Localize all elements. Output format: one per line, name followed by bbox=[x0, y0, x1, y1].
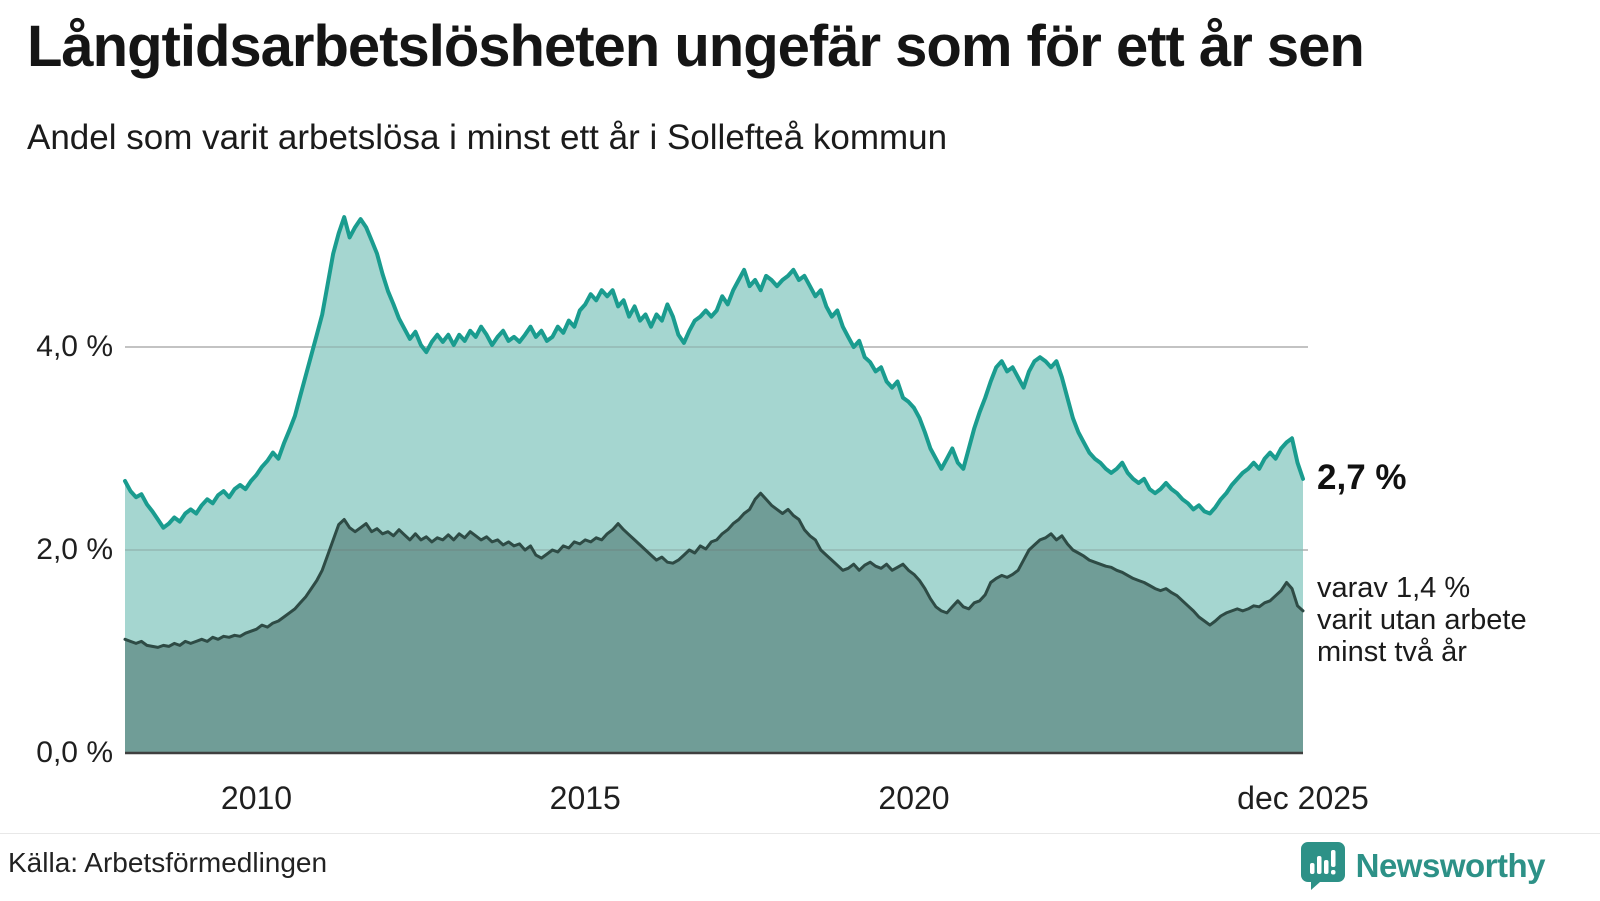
newsworthy-speech-bubble-icon bbox=[1300, 842, 1345, 890]
newsworthy-logo: Newsworthy bbox=[1300, 840, 1546, 892]
page-title: Långtidsarbetslösheten ungefär som för e… bbox=[27, 14, 1365, 79]
area-minst-tva-ar bbox=[125, 493, 1303, 753]
end-value-total-label: 2,7 % bbox=[1317, 458, 1407, 497]
footer: Källa: Arbetsförmedlingen Newsworthy bbox=[0, 833, 1600, 901]
x-axis-tick-label: dec 2025 bbox=[1237, 780, 1369, 816]
line-minst-ett-ar bbox=[123, 215, 1305, 530]
annotation-line-2: varit utan arbete bbox=[1317, 604, 1527, 636]
brand-name: Newsworthy bbox=[1355, 847, 1546, 884]
x-axis-tick-label: 2015 bbox=[549, 780, 621, 816]
source-note: Källa: Arbetsförmedlingen bbox=[8, 847, 328, 878]
x-axis-tick-label: 2020 bbox=[878, 780, 950, 816]
area-chart bbox=[123, 215, 1308, 755]
line-minst-tva-ar bbox=[123, 491, 1305, 649]
y-axis-tick-label: 0,0 % bbox=[36, 736, 113, 769]
end-value-two-year-label: varav 1,4 % varit utan arbete minst två … bbox=[1317, 572, 1527, 668]
annotation-line-1: varav 1,4 % bbox=[1317, 572, 1471, 604]
x-axis-tick-label: 2010 bbox=[220, 780, 293, 816]
y-axis-tick-label: 4,0 % bbox=[36, 330, 113, 363]
page-subtitle: Andel som varit arbetslösa i minst ett å… bbox=[27, 118, 948, 157]
annotation-line-3: minst två år bbox=[1317, 636, 1467, 668]
y-axis-tick-label: 2,0 % bbox=[36, 533, 113, 566]
